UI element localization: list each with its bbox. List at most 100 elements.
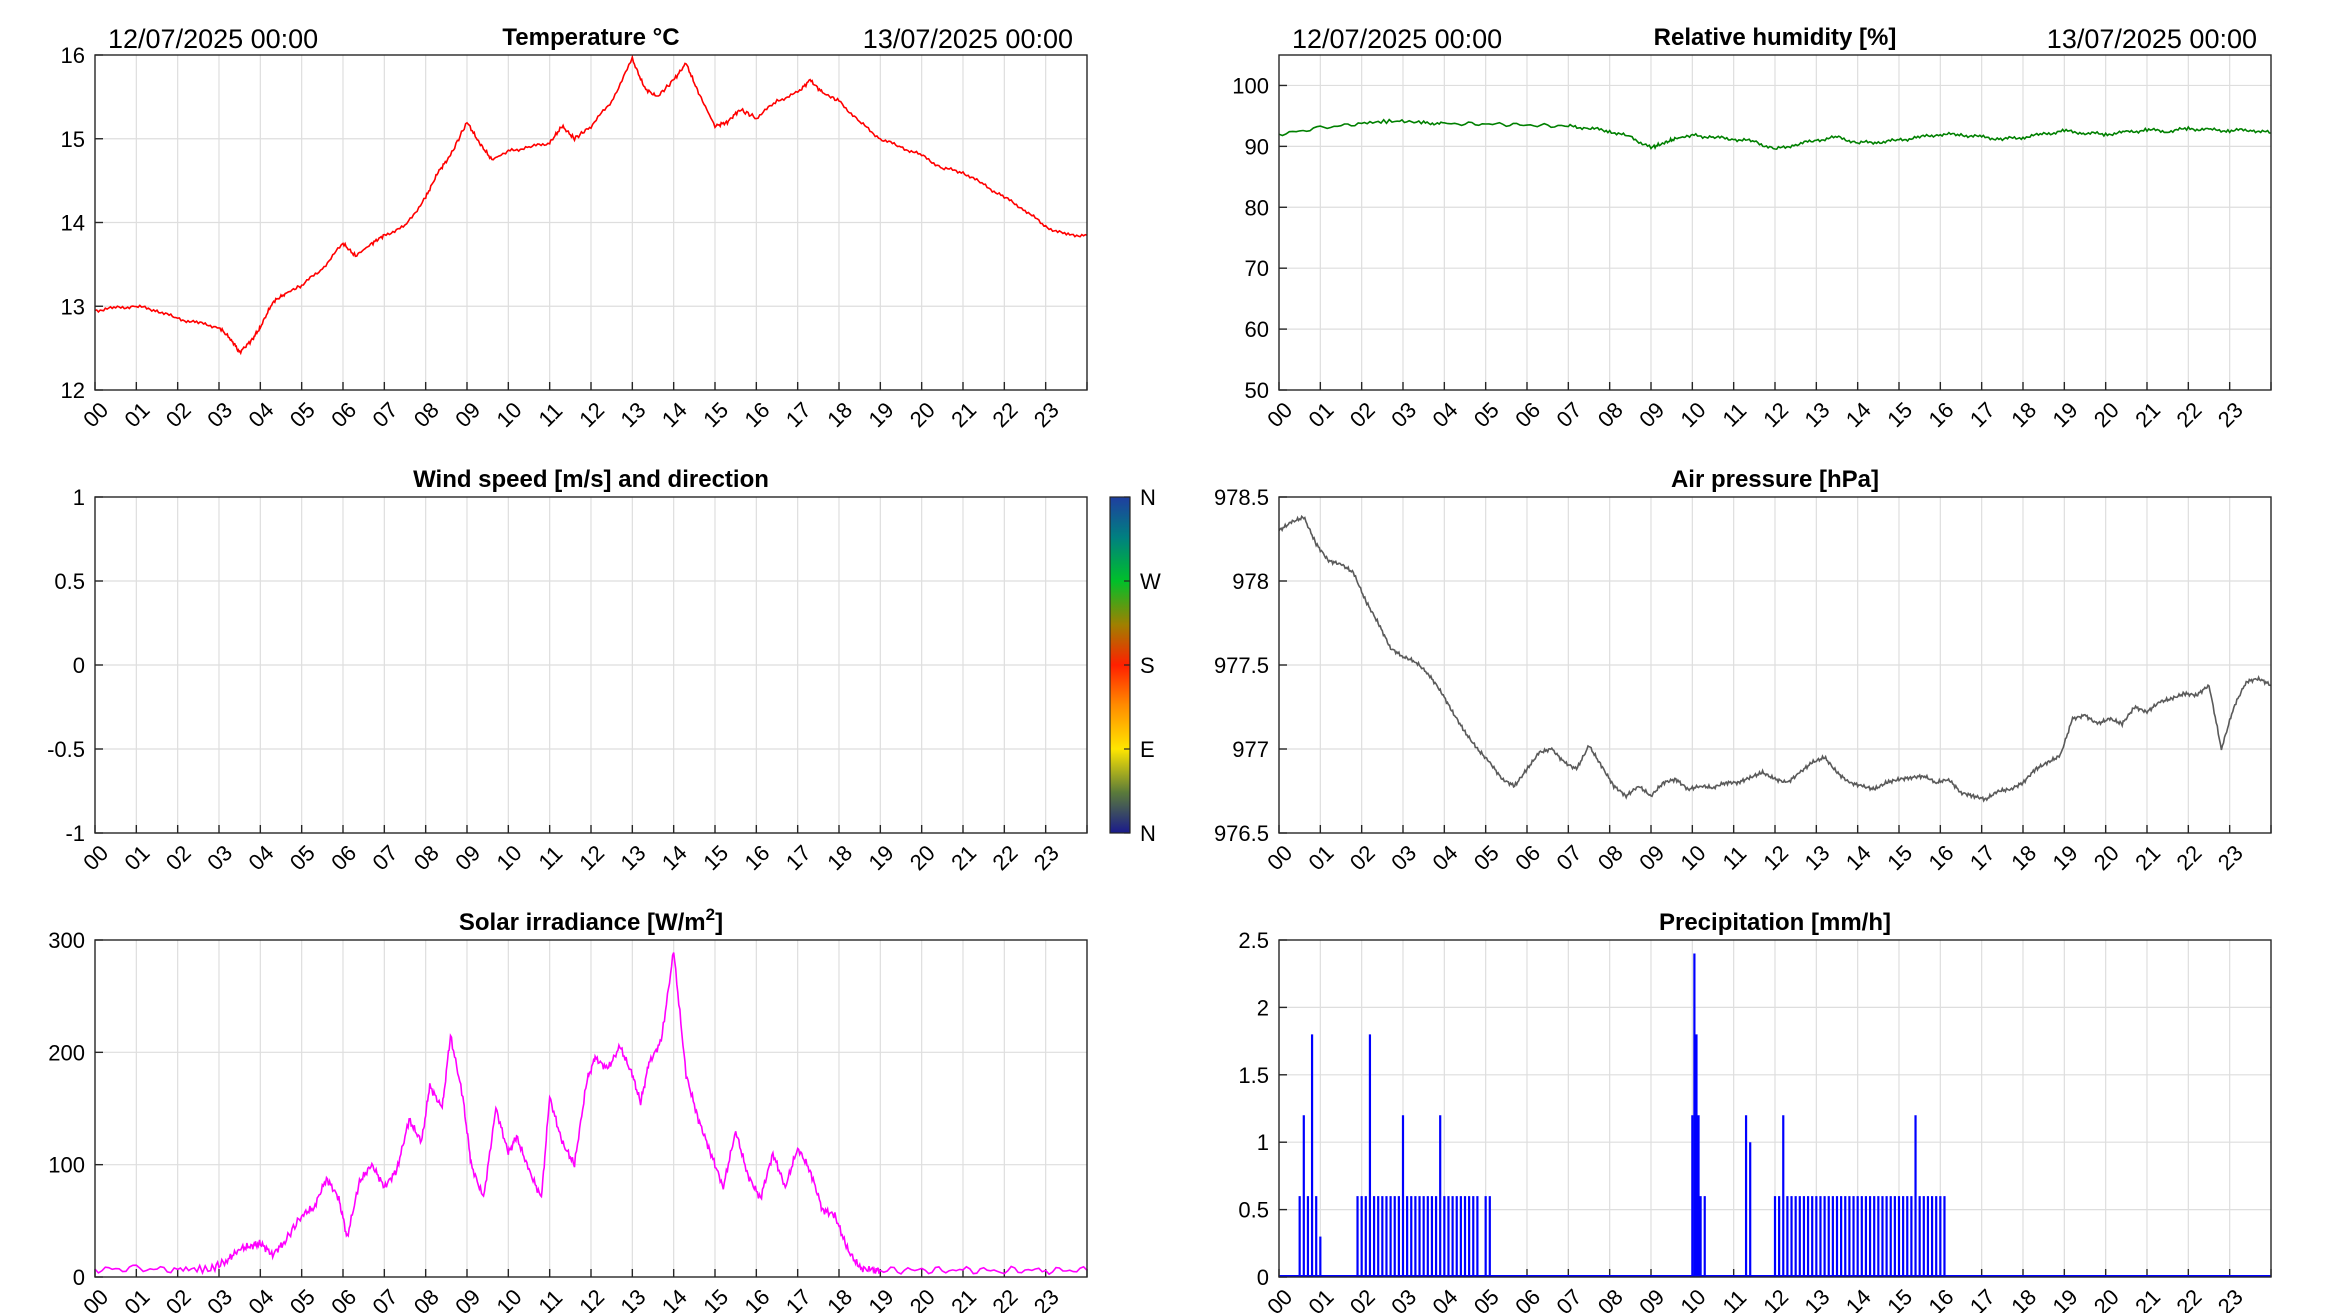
x-tick-label: 06	[326, 397, 361, 432]
y-tick-label: 2	[1257, 995, 1269, 1020]
x-tick-label: 19	[2048, 840, 2083, 875]
x-tick-label: 03	[1386, 840, 1421, 875]
colorbar-label: E	[1140, 737, 1155, 762]
y-tick-label: 2.5	[1238, 928, 1269, 953]
y-tick-label: 0	[73, 1265, 85, 1290]
x-tick-label: 18	[822, 397, 857, 432]
x-tick-label: 04	[1428, 1284, 1463, 1313]
wind-direction-colorbar: N E S W N	[1109, 485, 1161, 846]
x-tick-label: 19	[864, 397, 899, 432]
solar-chart: 00 01 02 03 04 05 06 07 08 09 10 11 12 13 14 15 16 17 18 19…	[48, 905, 1088, 1313]
y-tick-label: 15	[61, 127, 85, 152]
humidity-line	[1279, 118, 2271, 151]
temperature-line	[95, 55, 1087, 356]
chart-title: Air pressure [hPa]	[1671, 466, 1879, 493]
x-tick-label: 07	[368, 1284, 403, 1313]
x-tick-label: 17	[1965, 1284, 2000, 1313]
y-tick-label: 16	[61, 43, 85, 68]
x-tick-label: 18	[822, 840, 857, 875]
x-tick-label: 10	[492, 1284, 527, 1313]
solar-data	[95, 952, 1087, 1276]
x-tick-label: 03	[1386, 397, 1421, 432]
x-tick-label: 07	[1552, 397, 1587, 432]
x-tick-label: 16	[1924, 397, 1959, 432]
x-tick-label: 06	[1510, 397, 1545, 432]
y-tick-label: 977.5	[1214, 653, 1269, 678]
x-tick-label: 08	[1593, 840, 1628, 875]
x-tick-label: 17	[1965, 397, 2000, 432]
x-tick-label: 14	[657, 840, 692, 875]
x-tick-label: 21	[2130, 1284, 2165, 1313]
x-tick-label: 22	[988, 840, 1023, 875]
x-tick-label: 11	[533, 398, 567, 432]
x-tick-label: 21	[2130, 397, 2165, 432]
x-tick-label: 13	[616, 397, 651, 432]
chart-title: Relative humidity [%]	[1654, 24, 1897, 51]
x-tick-label: 05	[285, 397, 320, 432]
x-tick-label: 05	[1469, 1284, 1504, 1313]
x-tick-label: 11	[533, 841, 567, 875]
y-tick-label: 80	[1245, 195, 1269, 220]
x-tick-label: 16	[1924, 840, 1959, 875]
x-tick-label: 03	[202, 397, 237, 432]
x-tick-label: 10	[492, 840, 527, 875]
x-tick-label: 14	[657, 397, 692, 432]
x-tick-label: 15	[698, 397, 733, 432]
x-tick-label: 05	[285, 1284, 320, 1313]
humidity-chart: 00 01 02 03 04 05 06 07 08 09 10 11 12 13 14 15 16 17 18 19…	[1232, 24, 2272, 432]
right-start-date: 12/07/2025 00:00	[1292, 24, 1502, 54]
humidity-data	[1279, 118, 2271, 151]
x-tick-label: 05	[1469, 397, 1504, 432]
x-tick-label: 16	[740, 397, 775, 432]
x-tick-label: 03	[202, 840, 237, 875]
solar-line	[95, 952, 1087, 1276]
chart-title: Wind speed [m/s] and direction	[413, 466, 769, 493]
y-tick-label: 1.5	[1238, 1063, 1269, 1088]
y-tick-label: -1	[65, 821, 85, 846]
x-tick-label: 08	[1593, 397, 1628, 432]
x-tick-label: 20	[905, 840, 940, 875]
x-tick-label: 04	[244, 397, 279, 432]
x-tick-label: 21	[946, 840, 981, 875]
y-tick-label: 976.5	[1214, 821, 1269, 846]
x-tick-label: 13	[1800, 397, 1835, 432]
plot-frame	[1278, 939, 2272, 1278]
x-tick-label: 01	[120, 397, 155, 432]
x-tick-label: 01	[1304, 397, 1339, 432]
x-tick-label: 20	[905, 1284, 940, 1313]
x-tick-label: 13	[616, 840, 651, 875]
x-tick-label: 18	[2006, 397, 2041, 432]
chart-title: Temperature °C	[502, 24, 679, 51]
superscript-2: 2	[706, 905, 715, 924]
x-tick-label: 20	[905, 397, 940, 432]
x-tick-label: 10	[492, 397, 527, 432]
x-tick-label: 01	[120, 840, 155, 875]
y-tick-label: 978.5	[1214, 485, 1269, 510]
x-tick-label: 07	[1552, 840, 1587, 875]
x-tick-label: 18	[2006, 1284, 2041, 1313]
x-tick-label: 10	[1676, 397, 1711, 432]
x-tick-label: 01	[1304, 1284, 1339, 1313]
x-tick-label: 01	[120, 1284, 155, 1313]
plot-frame	[1278, 496, 2272, 834]
x-tick-label: 02	[161, 1284, 196, 1313]
x-tick-label: 08	[409, 840, 444, 875]
x-tick-label: 23	[2213, 397, 2248, 432]
chart-title: Precipitation [mm/h]	[1659, 909, 1891, 936]
x-tick-label: 02	[1345, 1284, 1380, 1313]
x-tick-label: 06	[1510, 1284, 1545, 1313]
x-tick-label: 17	[1965, 840, 2000, 875]
colorbar-label: S	[1140, 653, 1155, 678]
x-tick-label: 12	[574, 840, 609, 875]
x-tick-label: 04	[244, 1284, 279, 1313]
x-tick-label: 14	[1841, 840, 1876, 875]
x-tick-label: 20	[2089, 397, 2124, 432]
y-tick-label: 100	[1232, 73, 1269, 98]
x-tick-label: 15	[698, 840, 733, 875]
x-tick-label: 22	[2172, 1284, 2207, 1313]
x-tick-label: 23	[1029, 397, 1064, 432]
y-tick-label: 1	[73, 485, 85, 510]
x-tick-label: 09	[450, 397, 485, 432]
x-tick-label: 18	[2006, 840, 2041, 875]
